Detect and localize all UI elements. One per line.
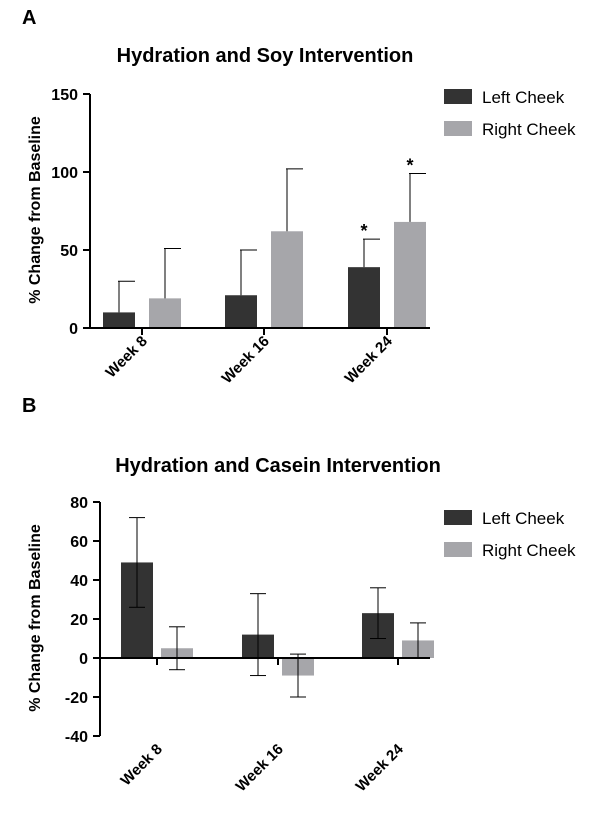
bar (149, 298, 181, 328)
bar (394, 221, 426, 328)
y-tick-label: -40 (65, 729, 88, 746)
y-tick-label: 20 (70, 612, 88, 629)
y-axis-label-b: % Change from Baseline (27, 524, 44, 712)
legend-swatch-right-cheek-b (444, 542, 472, 557)
legend-swatch-left-cheek-b (444, 510, 472, 525)
panel-a: A Hydration and Soy Intervention % Chang… (22, 7, 576, 387)
y-tick-label: 80 (70, 495, 88, 512)
panel-letter-a: A (22, 7, 36, 29)
y-ticks-b: -40 -20 0 20 40 60 80 (65, 495, 100, 746)
panel-letter-b: B (22, 395, 36, 417)
y-tick-label: -20 (65, 690, 88, 707)
chart-title-b: Hydration and Casein Intervention (115, 455, 441, 477)
x-tick-label: Week 16 (233, 741, 287, 795)
bar (348, 267, 380, 328)
significance-marker: * (360, 221, 367, 241)
legend-swatch-right-cheek-a (444, 121, 472, 136)
bar (103, 312, 135, 328)
y-tick-label: 0 (69, 321, 78, 338)
x-tick-label: Week 8 (117, 741, 165, 789)
significance-marker: * (406, 156, 413, 176)
legend-label-left-cheek-a: Left Cheek (482, 88, 565, 107)
y-tick-label: 150 (51, 87, 78, 104)
x-tick-label: Week 8 (102, 333, 150, 381)
legend-label-left-cheek-b: Left Cheek (482, 509, 565, 528)
y-tick-label: 60 (70, 534, 88, 551)
legend-swatch-left-cheek-a (444, 89, 472, 104)
bar (225, 295, 257, 328)
y-tick-label: 40 (70, 573, 88, 590)
x-ticks-a: Week 8 Week 16 Week 24 (102, 328, 396, 387)
legend-label-right-cheek-a: Right Cheek (482, 120, 576, 139)
x-ticks-b: Week 8 Week 16 Week 24 (117, 658, 407, 795)
panel-b: B Hydration and Casein Intervention % Ch… (22, 395, 576, 795)
x-tick-label: Week 16 (219, 333, 273, 387)
y-tick-label: 100 (51, 165, 78, 182)
legend-a: Left Cheek Right Cheek (444, 88, 576, 139)
bar-group-b (121, 517, 434, 698)
bar-group-a: ** (103, 156, 426, 328)
y-ticks-a: 0 50 100 150 (51, 87, 90, 338)
bar (271, 231, 303, 328)
x-tick-label: Week 24 (342, 332, 397, 387)
chart-title-a: Hydration and Soy Intervention (117, 45, 414, 67)
y-tick-label: 0 (79, 651, 88, 668)
x-tick-label: Week 24 (353, 740, 408, 795)
y-axis-label-a: % Change from Baseline (27, 116, 44, 304)
legend-b: Left Cheek Right Cheek (444, 509, 576, 560)
legend-label-right-cheek-b: Right Cheek (482, 541, 576, 560)
y-tick-label: 50 (60, 243, 78, 260)
